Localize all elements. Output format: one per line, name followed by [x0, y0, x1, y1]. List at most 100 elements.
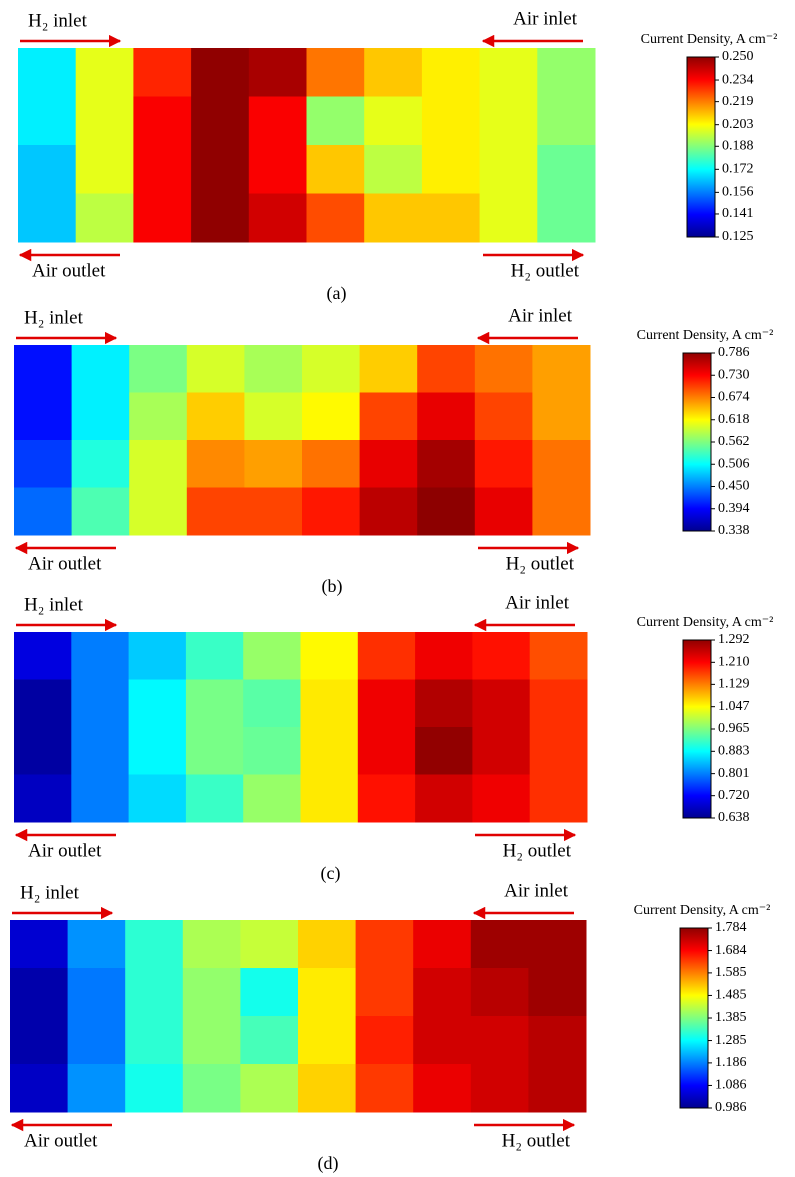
contour-cell: [421, 48, 481, 97]
contour-cell: [71, 679, 130, 728]
contour-cell: [415, 727, 473, 775]
colorbar-tick-label: 1.385: [715, 1010, 747, 1025]
contour-cell: [479, 96, 538, 146]
contour-cell: [128, 774, 187, 823]
contour-cell: [298, 920, 357, 969]
colorbar: [682, 639, 712, 819]
colorbar-tick-label: 0.394: [718, 501, 750, 516]
colorbar-tick-label: 0.338: [718, 523, 750, 538]
contour-cell: [355, 920, 414, 969]
outlet-label: Air outlet: [32, 260, 106, 281]
contour-cell: [302, 440, 361, 488]
contour-cell: [359, 440, 418, 488]
colorbar: [682, 352, 712, 532]
contour-cell: [248, 96, 307, 146]
contour-cell: [300, 774, 359, 823]
contour-cell: [532, 487, 591, 536]
contour-cell: [14, 727, 72, 775]
contour-cell: [18, 145, 77, 194]
contour-cell: [71, 487, 130, 536]
contour-cell: [182, 920, 241, 969]
inlet-label: Air inlet: [505, 592, 570, 613]
contour-cell: [529, 774, 588, 823]
contour-cell: [191, 48, 250, 97]
contour-cell: [415, 774, 473, 823]
contour-cell: [415, 632, 473, 680]
contour-cell: [10, 968, 69, 1017]
contour-cell: [472, 727, 531, 775]
panel-label: (b): [322, 576, 343, 597]
contour-cell: [133, 193, 192, 243]
contour-cell: [528, 920, 587, 969]
contour-cell: [10, 920, 69, 969]
outlet-label: Air outlet: [28, 553, 102, 574]
inlet-label: H₂ inlet: [20, 882, 80, 903]
contour-cell: [298, 1016, 357, 1065]
contour-cell: [67, 1016, 126, 1065]
contour-cell: [532, 440, 591, 488]
contour-cell: [421, 193, 481, 243]
contour-cell: [67, 1064, 126, 1113]
contour-cell: [185, 679, 244, 728]
contour-cell: [182, 968, 241, 1017]
contour-cell: [359, 392, 418, 441]
contour-cell: [71, 392, 130, 441]
contour-cell: [474, 345, 533, 393]
colorbar-tick-label: 1.684: [715, 943, 747, 958]
panel-label: (a): [327, 283, 347, 304]
contour-cell: [472, 679, 531, 728]
contour-cell: [133, 48, 192, 97]
contour-cell: [67, 968, 126, 1017]
colorbar-tick-label: 1.585: [715, 965, 747, 980]
contour-cell: [182, 1016, 241, 1065]
contour-cell: [129, 487, 188, 536]
contour-cell: [472, 632, 531, 680]
contour-cell: [537, 193, 596, 243]
contour-cell: [474, 487, 533, 536]
contour-cell: [298, 1064, 357, 1113]
contour-cell: [528, 1064, 587, 1113]
contour-cell: [474, 392, 533, 441]
colorbar-tick-label: 0.618: [718, 412, 750, 427]
colorbar-tick-label: 0.965: [718, 721, 750, 736]
contour-cell: [244, 345, 303, 393]
contour-cell: [129, 392, 188, 441]
colorbar-tick-label: 0.986: [715, 1100, 747, 1115]
colorbar-title: Current Density, A cm⁻²: [637, 328, 774, 343]
colorbar-tick-label: 0.674: [718, 390, 750, 405]
contour-cell: [129, 345, 188, 393]
contour-cell: [125, 1016, 184, 1065]
colorbar-tick-label: 0.801: [718, 766, 750, 781]
contour-cell: [128, 727, 187, 775]
contour-cell: [248, 193, 307, 243]
contour-cell: [306, 96, 365, 146]
contour-cell: [14, 392, 73, 441]
contour-cell: [14, 632, 72, 680]
contour-cell: [413, 1016, 472, 1065]
contour-cell: [470, 968, 529, 1017]
colorbar-tick-label: 1.285: [715, 1033, 747, 1048]
outlet-label: Air outlet: [28, 840, 102, 861]
contour-cell: [357, 632, 416, 680]
contour-cell: [125, 1064, 184, 1113]
colorbar-tick-label: 0.730: [718, 367, 750, 382]
contour-cell: [306, 193, 365, 243]
contour-cell: [298, 968, 357, 1017]
contour-cell: [302, 392, 361, 441]
contour-cell: [479, 193, 538, 243]
contour-cell: [359, 487, 418, 536]
contour-cell: [243, 632, 301, 680]
inlet-label: Air inlet: [504, 880, 569, 901]
contour-cell: [364, 48, 423, 97]
colorbar-tick-label: 0.506: [718, 456, 750, 471]
contour-cell: [528, 968, 587, 1017]
colorbar-tick-label: 0.786: [718, 345, 750, 360]
inlet-label: H₂ inlet: [24, 307, 84, 328]
contour-cell: [71, 632, 130, 680]
contour-cell: [364, 193, 423, 243]
panel-label: (c): [321, 863, 341, 884]
contour-cell: [470, 1016, 529, 1065]
contour-cell: [421, 145, 481, 194]
outlet-label: Air outlet: [24, 1130, 98, 1151]
